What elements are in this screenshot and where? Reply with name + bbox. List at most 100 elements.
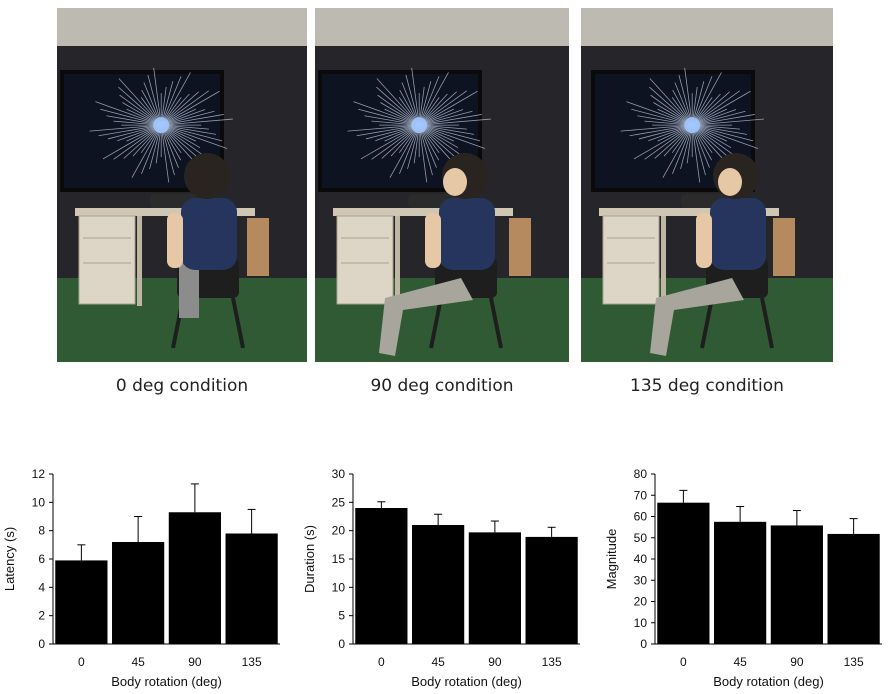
legs <box>650 278 744 356</box>
star-streak <box>89 124 162 132</box>
star-streak <box>377 94 420 126</box>
star-streak <box>98 124 162 137</box>
y-tick-label: 20 <box>634 595 648 609</box>
star-streak <box>692 110 746 126</box>
desk-leg <box>395 216 400 306</box>
y-tick-label: 50 <box>634 531 648 545</box>
chart-svg: 0 10 20 30 40 50 60 70 80 0 45 90 135 Body rotation (… <box>604 467 882 689</box>
star-streak <box>123 124 162 159</box>
star-streak <box>419 124 475 135</box>
star-streak <box>399 124 420 174</box>
desk-leg <box>137 216 142 306</box>
star-streak <box>360 124 420 160</box>
photo-90-deg <box>315 8 569 362</box>
star-streak <box>376 78 420 126</box>
desk-leg <box>661 216 666 306</box>
star-streak <box>119 94 162 126</box>
star-streak <box>418 124 433 176</box>
star-streak <box>692 118 764 126</box>
y-tick-label: 60 <box>634 510 648 524</box>
star-streak <box>419 110 473 126</box>
x-tick-label: 0 <box>378 655 385 669</box>
star-streak <box>637 115 693 126</box>
y-tick-label: 30 <box>332 467 346 481</box>
face <box>443 168 467 196</box>
star-streak <box>418 76 440 126</box>
x-tick-label: 45 <box>733 655 747 669</box>
shirt <box>181 198 237 270</box>
star-streak <box>161 110 215 126</box>
star-streak <box>638 124 693 140</box>
head <box>184 153 230 199</box>
caption-0-deg: 0 deg condition <box>115 376 249 396</box>
star-streak <box>389 124 420 178</box>
shirt <box>710 198 766 270</box>
bar <box>112 542 165 644</box>
chart-svg: 0 5 10 15 20 25 30 0 45 90 135 Body rotation (deg) D… <box>302 467 580 689</box>
cabinet <box>602 215 660 305</box>
x-tick-label: 135 <box>242 655 262 669</box>
chair-leg <box>489 297 503 349</box>
star-streak <box>691 124 735 156</box>
star-streak <box>161 114 224 126</box>
star-streak <box>113 124 162 160</box>
ceiling <box>581 8 833 46</box>
cabinet <box>336 215 394 305</box>
star-streak <box>356 124 420 137</box>
star-streak <box>654 124 693 159</box>
y-tick-label: 15 <box>332 552 346 566</box>
star-streak <box>691 124 706 176</box>
star-streak <box>95 101 162 126</box>
star-streak <box>692 124 754 142</box>
star-center <box>411 117 428 134</box>
y-axis-label: Duration (s) <box>302 525 317 593</box>
star-streak <box>691 91 730 126</box>
star-streak <box>106 115 162 126</box>
star-streak <box>691 76 713 126</box>
x-tick-label: 135 <box>542 655 562 669</box>
star-streak <box>118 78 162 126</box>
y-tick-label: 6 <box>38 552 45 566</box>
star-streak <box>353 101 420 126</box>
star-streak <box>692 124 759 149</box>
star-streak <box>161 124 217 135</box>
star-streak <box>405 74 420 126</box>
latency-chart: 0 2 4 6 8 10 12 0 45 90 135 Body rotation (deg) Late… <box>0 462 290 694</box>
shirt <box>439 198 495 270</box>
x-tick-label: 90 <box>188 655 202 669</box>
star-streak <box>100 108 162 126</box>
duration-chart: 0 5 10 15 20 25 30 0 45 90 135 Body rotation (deg) D… <box>300 462 590 694</box>
star-streak <box>381 124 420 159</box>
star-streak <box>672 124 693 174</box>
star-streak <box>678 74 693 126</box>
star-streak <box>649 86 693 126</box>
star-streak <box>650 94 693 126</box>
chair-leg <box>231 297 245 349</box>
x-tick-label: 90 <box>488 655 502 669</box>
star-streak <box>141 124 162 174</box>
star-streak <box>684 67 693 126</box>
y-tick-label: 4 <box>38 580 45 594</box>
star-streak <box>419 114 482 126</box>
star-streak <box>418 72 449 126</box>
x-axis-label: Body rotation (deg) <box>713 674 824 689</box>
chair-leg <box>429 297 443 349</box>
star-streak <box>649 78 693 126</box>
y-tick-label: 30 <box>634 573 648 587</box>
x-tick-label: 45 <box>131 655 145 669</box>
y-tick-label: 25 <box>332 495 346 509</box>
x-tick-label: 90 <box>790 655 804 669</box>
ceiling <box>315 8 569 46</box>
y-tick-label: 10 <box>332 580 346 594</box>
x-tick-label: 0 <box>680 655 687 669</box>
participant <box>167 153 245 349</box>
photo-135-deg <box>581 8 833 362</box>
x-tick-label: 135 <box>844 655 864 669</box>
desk <box>75 208 255 216</box>
y-tick-label: 5 <box>338 609 345 623</box>
x-tick-label: 0 <box>78 655 85 669</box>
arm <box>696 213 712 268</box>
star-streak <box>691 72 722 126</box>
bar <box>468 532 521 644</box>
star-streak <box>691 90 751 126</box>
